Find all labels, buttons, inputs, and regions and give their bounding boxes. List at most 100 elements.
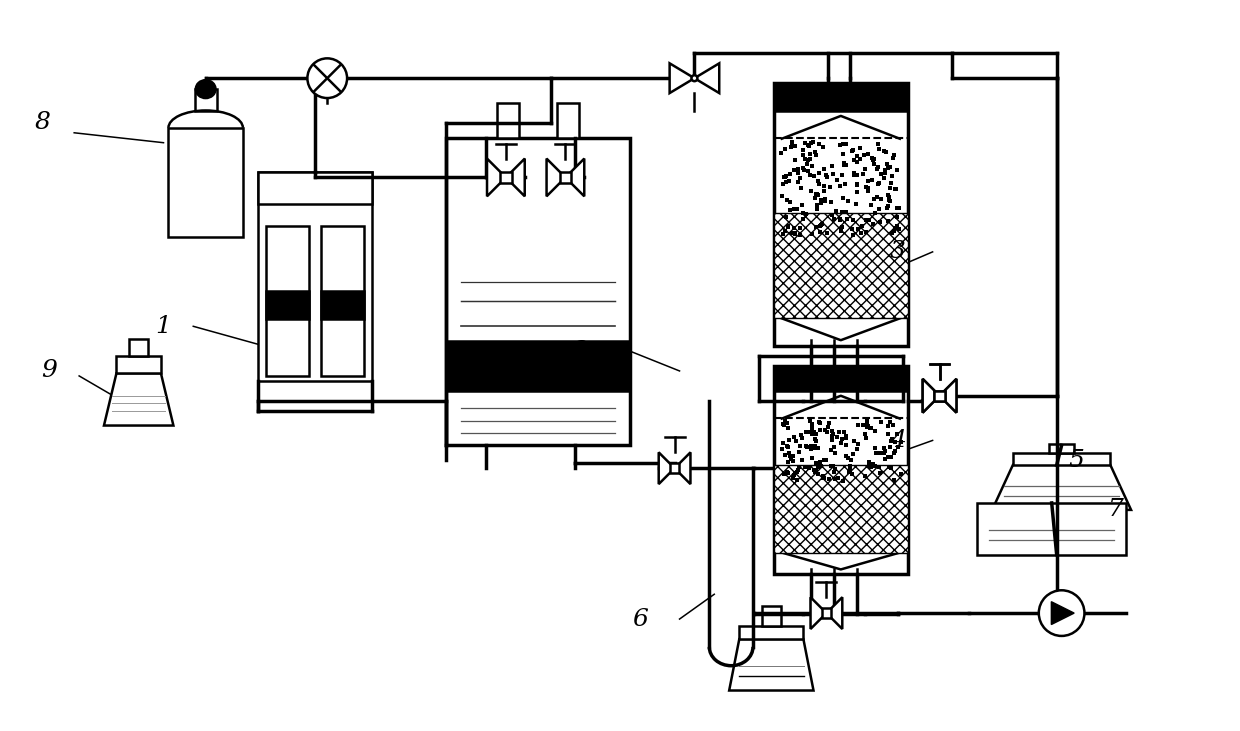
Point [887,211,906,223]
Point [847,169,867,181]
Point [888,164,908,176]
Point [885,436,905,448]
Point [827,431,847,443]
Point [773,228,792,240]
Point [822,430,842,442]
Bar [321,291,365,319]
Point [875,167,895,178]
Point [792,200,812,211]
Point [775,415,795,427]
Point [844,435,864,447]
Point [808,461,828,472]
Point [825,441,844,452]
Point [879,191,899,202]
Bar [258,173,372,204]
Point [815,193,835,205]
Bar [774,83,908,346]
Point [808,175,828,186]
Point [808,461,828,472]
Point [857,420,877,431]
Point [771,190,791,202]
Point [872,193,892,205]
Point [836,432,856,444]
Point [801,185,821,197]
Point [856,428,875,440]
Point [869,143,889,155]
Point [800,140,820,152]
Point [795,461,815,473]
Point [866,425,885,437]
Point [820,417,839,429]
Point [804,136,823,148]
Text: 6: 6 [632,607,647,631]
Point [863,153,883,164]
Point [808,442,828,453]
Point [861,423,880,434]
Point [862,422,882,433]
Point [813,472,833,484]
Point [875,453,895,465]
Point [878,215,898,227]
Point [889,202,909,213]
Point [880,182,900,194]
Point [852,227,872,239]
Point [813,163,833,175]
Point [794,144,813,156]
Point [842,145,862,157]
Point [810,226,830,238]
Point [825,447,844,459]
Point [856,432,875,444]
Point [852,220,872,232]
Point [862,152,882,164]
Point [867,191,887,202]
Point [808,189,828,201]
Point [791,182,811,194]
Point [802,160,822,172]
Point [832,206,852,218]
Point [880,161,900,173]
Point [823,428,843,440]
Point [794,213,813,225]
Bar [774,465,908,553]
Point [774,420,794,431]
Bar [265,291,309,319]
Point [869,461,889,473]
Point [815,424,835,436]
Point [858,420,878,432]
Point [880,463,900,474]
Point [888,441,908,452]
Polygon shape [940,379,956,412]
Point [806,428,826,440]
Point [811,219,831,230]
Point [866,442,885,453]
Point [792,454,812,466]
Point [813,472,833,484]
Point [857,421,877,433]
Point [816,454,836,466]
Point [836,206,856,218]
Point [878,159,898,170]
Point [784,221,804,233]
Point [805,433,825,444]
Point [780,196,800,208]
Point [884,149,904,161]
Point [836,178,856,190]
Polygon shape [104,374,174,425]
Point [831,213,851,225]
Point [773,444,792,455]
Point [847,151,867,162]
Point [808,167,828,179]
Point [827,174,847,186]
Point [774,170,794,182]
Bar [195,89,217,111]
Point [822,160,842,172]
Point [842,469,862,480]
Polygon shape [506,159,525,197]
Point [870,168,890,180]
Point [863,458,883,469]
Point [805,440,825,452]
Point [836,430,856,442]
Point [878,200,898,211]
Point [880,441,900,452]
Bar [739,626,804,639]
